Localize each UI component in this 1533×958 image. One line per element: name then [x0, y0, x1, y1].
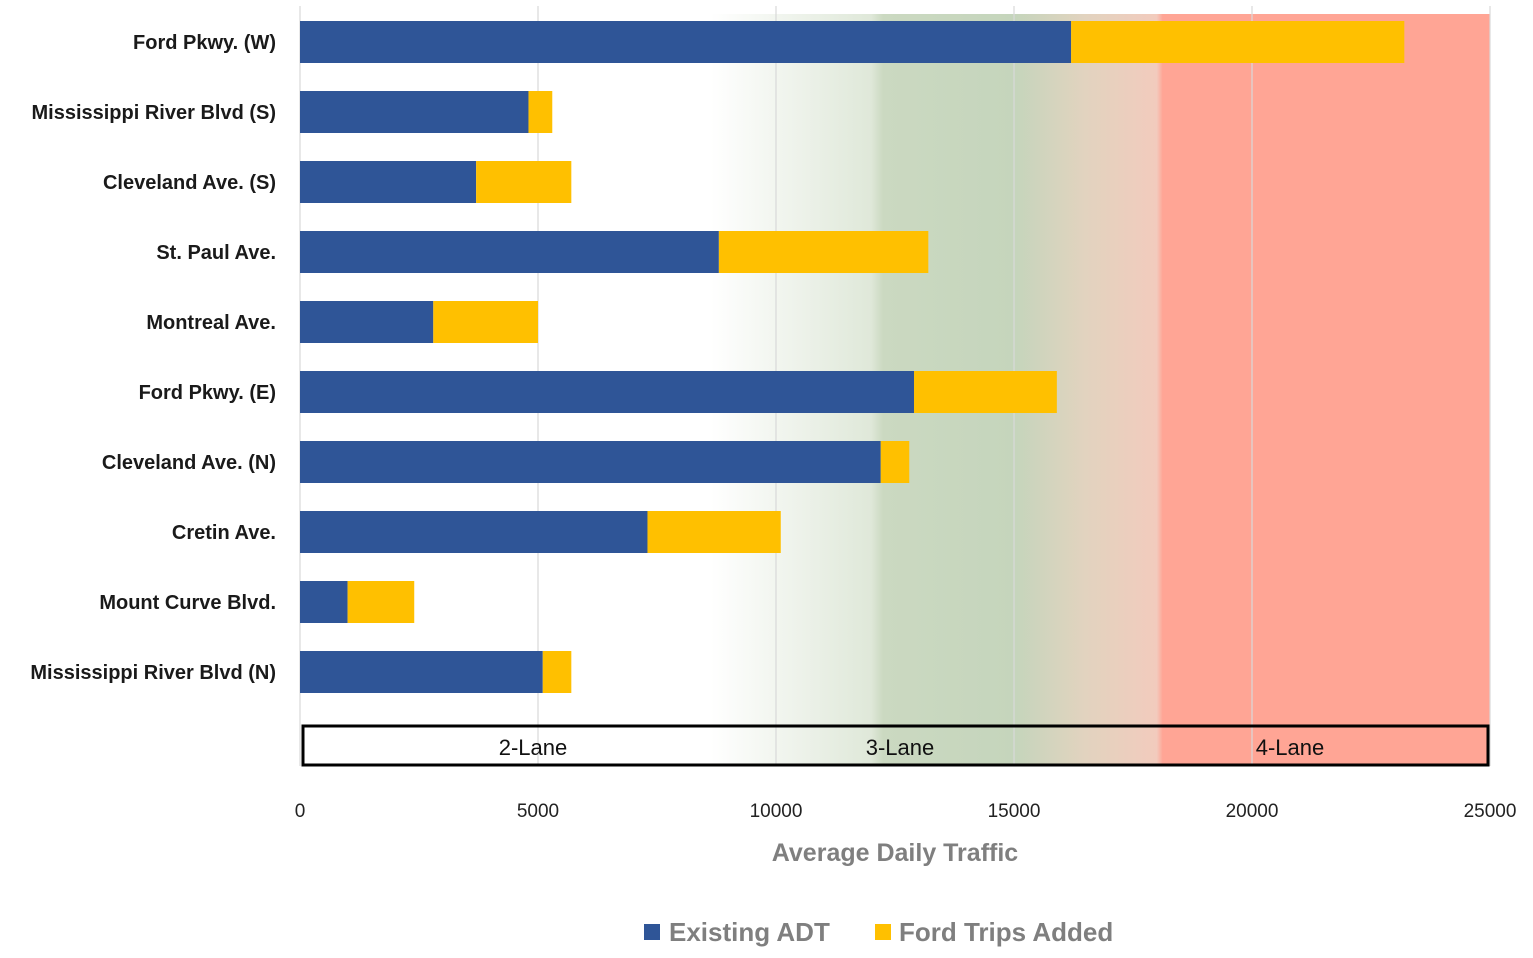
category-label: Ford Pkwy. (W): [133, 32, 276, 54]
x-tick-label: 25000: [1464, 801, 1517, 822]
category-label: St. Paul Ave.: [156, 242, 276, 264]
bar-ford-trips-added: [542, 651, 572, 693]
bar-ford-trips-added: [647, 511, 781, 553]
category-label: Cretin Ave.: [172, 522, 276, 544]
bar-existing-adt: [300, 441, 881, 483]
category-label: Cleveland Ave. (N): [102, 452, 276, 474]
zone-label-2-lane: 2-Lane: [499, 735, 568, 760]
x-tick-label: 0: [295, 801, 306, 822]
category-label: Cleveland Ave. (S): [103, 172, 276, 194]
bar-existing-adt: [300, 581, 348, 623]
zone-label-3-lane: 3-Lane: [866, 735, 935, 760]
x-tick-label: 5000: [517, 801, 559, 822]
bar-ford-trips-added: [433, 301, 538, 343]
bar-existing-adt: [300, 91, 529, 133]
bar-existing-adt: [300, 511, 648, 553]
category-label: Mississippi River Blvd (N): [30, 662, 276, 684]
category-label: Montreal Ave.: [146, 312, 276, 334]
x-tick-label: 10000: [750, 801, 803, 822]
x-tick-label: 15000: [988, 801, 1041, 822]
category-label: Mississippi River Blvd (S): [31, 102, 276, 124]
category-label: Mount Curve Blvd.: [99, 592, 276, 614]
x-tick-label: 20000: [1226, 801, 1279, 822]
bar-existing-adt: [300, 371, 915, 413]
legend-swatch-existing-adt: [644, 924, 660, 940]
bars: [300, 21, 1405, 693]
legend-label-existing-adt: Existing ADT: [669, 917, 830, 947]
category-label: Ford Pkwy. (E): [139, 382, 276, 404]
bar-ford-trips-added: [476, 161, 572, 203]
bar-existing-adt: [300, 231, 719, 273]
lane-band-frame: [301, 724, 1490, 767]
bar-ford-trips-added: [347, 581, 415, 623]
legend: Existing ADT Ford Trips Added: [644, 917, 1113, 947]
bar-existing-adt: [300, 161, 477, 203]
x-tick-labels: 0 5000 10000 15000 20000 25000: [295, 801, 1517, 822]
bar-ford-trips-added: [880, 441, 910, 483]
bar-existing-adt: [300, 301, 434, 343]
legend-swatch-ford-trips-added: [875, 924, 891, 940]
bar-ford-trips-added: [914, 371, 1057, 413]
bar-ford-trips-added: [1071, 21, 1405, 63]
legend-label-ford-trips-added: Ford Trips Added: [899, 917, 1113, 947]
bar-ford-trips-added: [528, 91, 553, 133]
category-labels: Ford Pkwy. (W) Mississippi River Blvd (S)…: [30, 32, 276, 684]
zone-label-4-lane: 4-Lane: [1256, 735, 1325, 760]
bar-existing-adt: [300, 651, 543, 693]
bar-ford-trips-added: [718, 231, 929, 273]
bar-existing-adt: [300, 21, 1072, 63]
x-axis-title: Average Daily Traffic: [772, 839, 1019, 867]
